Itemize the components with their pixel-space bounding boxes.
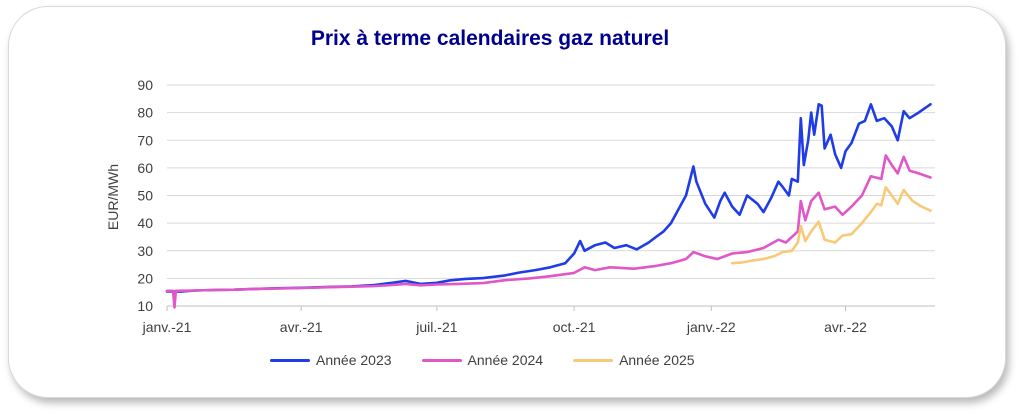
series-line-2023 [165,103,932,293]
y-tick-label: 90 [137,77,153,93]
legend-item-2023: Année 2023 [270,352,392,368]
legend-label-2025: Année 2025 [619,352,695,368]
legend: Année 2023 Année 2024 Année 2025 [270,350,695,370]
series-line-2024 [165,154,932,309]
y-tick-label: 40 [137,215,153,231]
y-tick-label: 80 [137,105,153,121]
legend-item-2025: Année 2025 [573,352,695,368]
legend-swatch-2023 [270,358,310,362]
y-tick-label: 50 [137,188,153,204]
x-tick-label: janv.-22 [686,319,736,335]
legend-label-2024: Année 2024 [467,352,544,368]
axes: 10 20 30 40 50 60 70 80 90 janv.-21 avr.-21 juil.-2… [137,77,935,335]
chart-title: Prix à terme calendaires gaz naturel [310,27,670,50]
legend-swatch-2025 [573,358,614,362]
x-tick-label: juil.-21 [415,319,457,335]
y-tick-label: 20 [137,270,153,286]
x-tick-label: avr.-21 [280,319,323,335]
y-tick-label: 70 [137,132,153,148]
y-tick-label: 60 [137,160,153,176]
series-lines [165,103,932,309]
x-tick-label: janv.-21 [142,319,192,335]
x-tick-label: oct.-21 [553,319,596,335]
y-tick-label: 30 [137,243,153,259]
legend-label-2023: Année 2023 [316,352,392,368]
y-tick-label: 10 [137,298,153,314]
legend-swatch-2024 [421,358,462,362]
series-line-2025 [730,185,932,265]
y-axis-label: EUR/MWh [105,164,121,230]
x-tick-label: avr.-22 [824,319,867,335]
chart-card [8,6,1006,398]
legend-item-2024: Année 2024 [421,352,544,368]
